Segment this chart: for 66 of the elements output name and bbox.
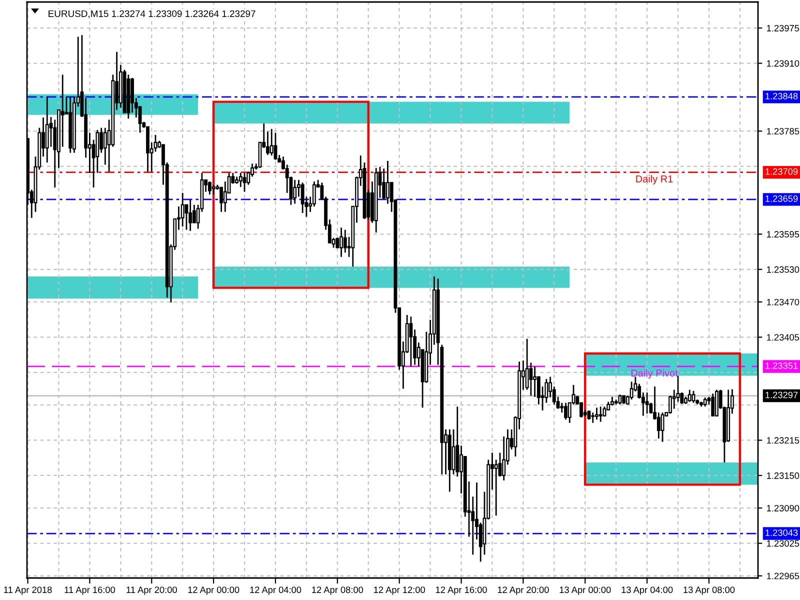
candlestick bbox=[386, 160, 390, 204]
x-tick-label: 13 Apr 08:00 bbox=[684, 586, 735, 595]
x-tick-label: 11 Apr 16:00 bbox=[64, 586, 115, 595]
candlestick bbox=[409, 316, 413, 368]
ref-line-label: 1.23848 bbox=[766, 92, 798, 100]
y-tick-label: 1.23215 bbox=[767, 437, 800, 444]
candlestick bbox=[343, 229, 347, 254]
candlestick bbox=[274, 132, 278, 161]
ref-line-label: 1.23297 bbox=[766, 392, 798, 398]
x-tick-label: 12 Apr 00:00 bbox=[188, 586, 240, 595]
candlestick bbox=[587, 410, 591, 420]
x-tick-label: 12 Apr 12:00 bbox=[374, 586, 425, 595]
candlestick bbox=[188, 199, 192, 232]
x-tick-label: 11 Apr 20:00 bbox=[126, 586, 177, 595]
candlestick bbox=[591, 412, 595, 424]
candlestick bbox=[711, 392, 715, 418]
x-tick-label: 12 Apr 20:00 bbox=[498, 586, 549, 595]
candlestick bbox=[703, 396, 707, 408]
candlestick bbox=[618, 394, 622, 406]
candlestick bbox=[300, 182, 304, 214]
candlestick bbox=[180, 192, 184, 228]
ref-line-label: 1.23709 bbox=[766, 168, 798, 175]
ref-line-label: 1.23659 bbox=[766, 195, 798, 202]
candlestick bbox=[630, 380, 634, 400]
candlestick bbox=[564, 402, 568, 420]
candlestick bbox=[212, 184, 216, 196]
ref-line-label: 1.23351 bbox=[766, 362, 798, 369]
candlestick bbox=[533, 366, 537, 398]
ref-line-label: 1.23043 bbox=[766, 529, 798, 536]
candlestick bbox=[130, 77, 134, 114]
x-tick-label: 12 Apr 08:00 bbox=[312, 586, 364, 595]
candlestick bbox=[692, 390, 696, 404]
y-tick-label: 1.23595 bbox=[767, 231, 800, 238]
candlestick bbox=[270, 128, 274, 156]
candlestick bbox=[645, 392, 649, 414]
candlestick bbox=[238, 172, 242, 188]
x-tick-label: 12 Apr 04:00 bbox=[250, 586, 302, 595]
text: EURUSD,M15 1.23274 1.23309 1.23264 1.23297 bbox=[48, 10, 256, 18]
candlestick bbox=[45, 96, 49, 164]
candlestick bbox=[595, 407, 598, 420]
candlestick bbox=[242, 172, 246, 193]
candlestick bbox=[293, 179, 297, 204]
candlestick bbox=[660, 412, 664, 443]
candlestick bbox=[184, 204, 188, 230]
y-tick-label: 1.22965 bbox=[767, 572, 800, 580]
y-tick-label: 1.23025 bbox=[767, 540, 800, 547]
candlestick bbox=[529, 362, 533, 396]
y-tick-label: 1.23910 bbox=[767, 60, 800, 67]
x-tick-label: 13 Apr 04:00 bbox=[622, 586, 673, 595]
candlestick bbox=[688, 389, 692, 402]
x-tick-label: 11 Apr 2018 bbox=[4, 586, 52, 595]
candlestick bbox=[494, 459, 498, 516]
annotation: Daily R1 bbox=[636, 175, 673, 184]
y-tick-label: 1.23785 bbox=[767, 128, 800, 134]
y-tick-label: 1.23530 bbox=[767, 266, 800, 273]
x-tick-label: 12 Apr 16:00 bbox=[436, 586, 487, 595]
y-tick-label: 1.23975 bbox=[767, 24, 800, 32]
y-tick-label: 1.23470 bbox=[767, 298, 800, 306]
candlestick bbox=[598, 406, 602, 422]
candlestick bbox=[208, 180, 212, 196]
candlestick bbox=[382, 168, 386, 201]
y-tick-label: 1.23090 bbox=[767, 504, 800, 512]
y-tick-label: 1.23405 bbox=[767, 334, 800, 341]
candlestick bbox=[340, 226, 343, 258]
x-tick-label: 13 Apr 00:00 bbox=[560, 586, 611, 595]
y-tick-label: 1.23150 bbox=[767, 472, 800, 479]
